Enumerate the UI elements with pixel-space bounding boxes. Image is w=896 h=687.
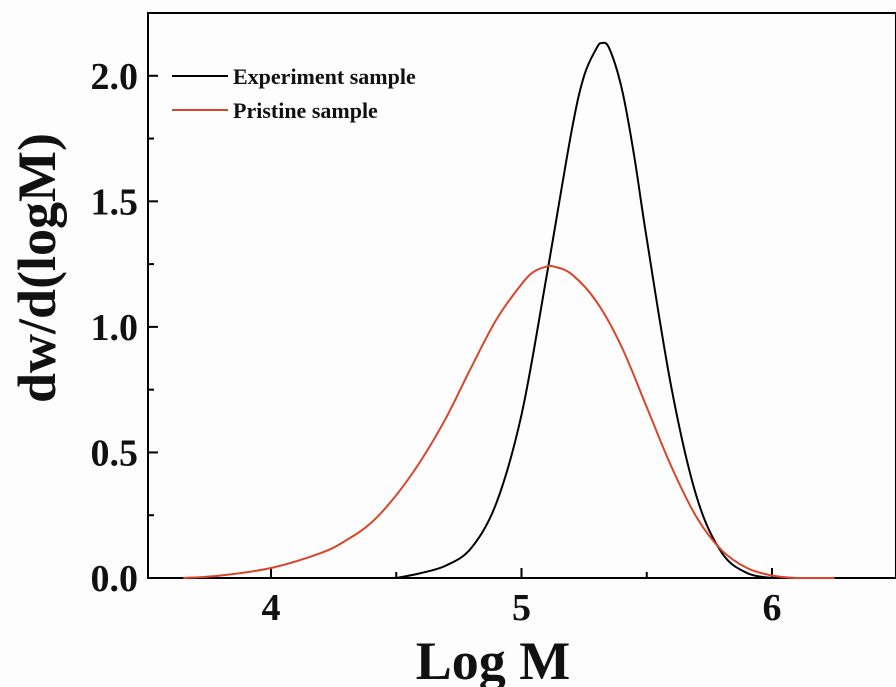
series-line-pristine <box>183 264 835 579</box>
x-axis-title: Log M <box>416 631 571 687</box>
y-tick-label: 0.5 <box>91 432 139 474</box>
legend: Experiment sample Pristine sample <box>172 64 416 123</box>
x-tick-label: 4 <box>262 587 281 629</box>
x-axis-ticks: 4 5 6 <box>262 568 782 629</box>
y-axis-title: dw/d(logM) <box>7 133 67 403</box>
y-axis-ticks: 0.0 0.5 1.0 1.5 2.0 <box>91 56 158 600</box>
y-tick-label: 1.0 <box>91 307 139 349</box>
x-tick-label: 5 <box>512 587 531 629</box>
y-tick-label: 0.0 <box>91 558 139 600</box>
legend-label-experiment: Experiment sample <box>233 64 416 89</box>
series-lines <box>183 41 835 579</box>
y-tick-label: 1.5 <box>91 181 139 223</box>
x-tick-label: 6 <box>763 587 782 629</box>
series-line-experiment <box>396 41 773 579</box>
y-tick-label: 2.0 <box>91 56 139 98</box>
legend-label-pristine: Pristine sample <box>233 98 378 123</box>
